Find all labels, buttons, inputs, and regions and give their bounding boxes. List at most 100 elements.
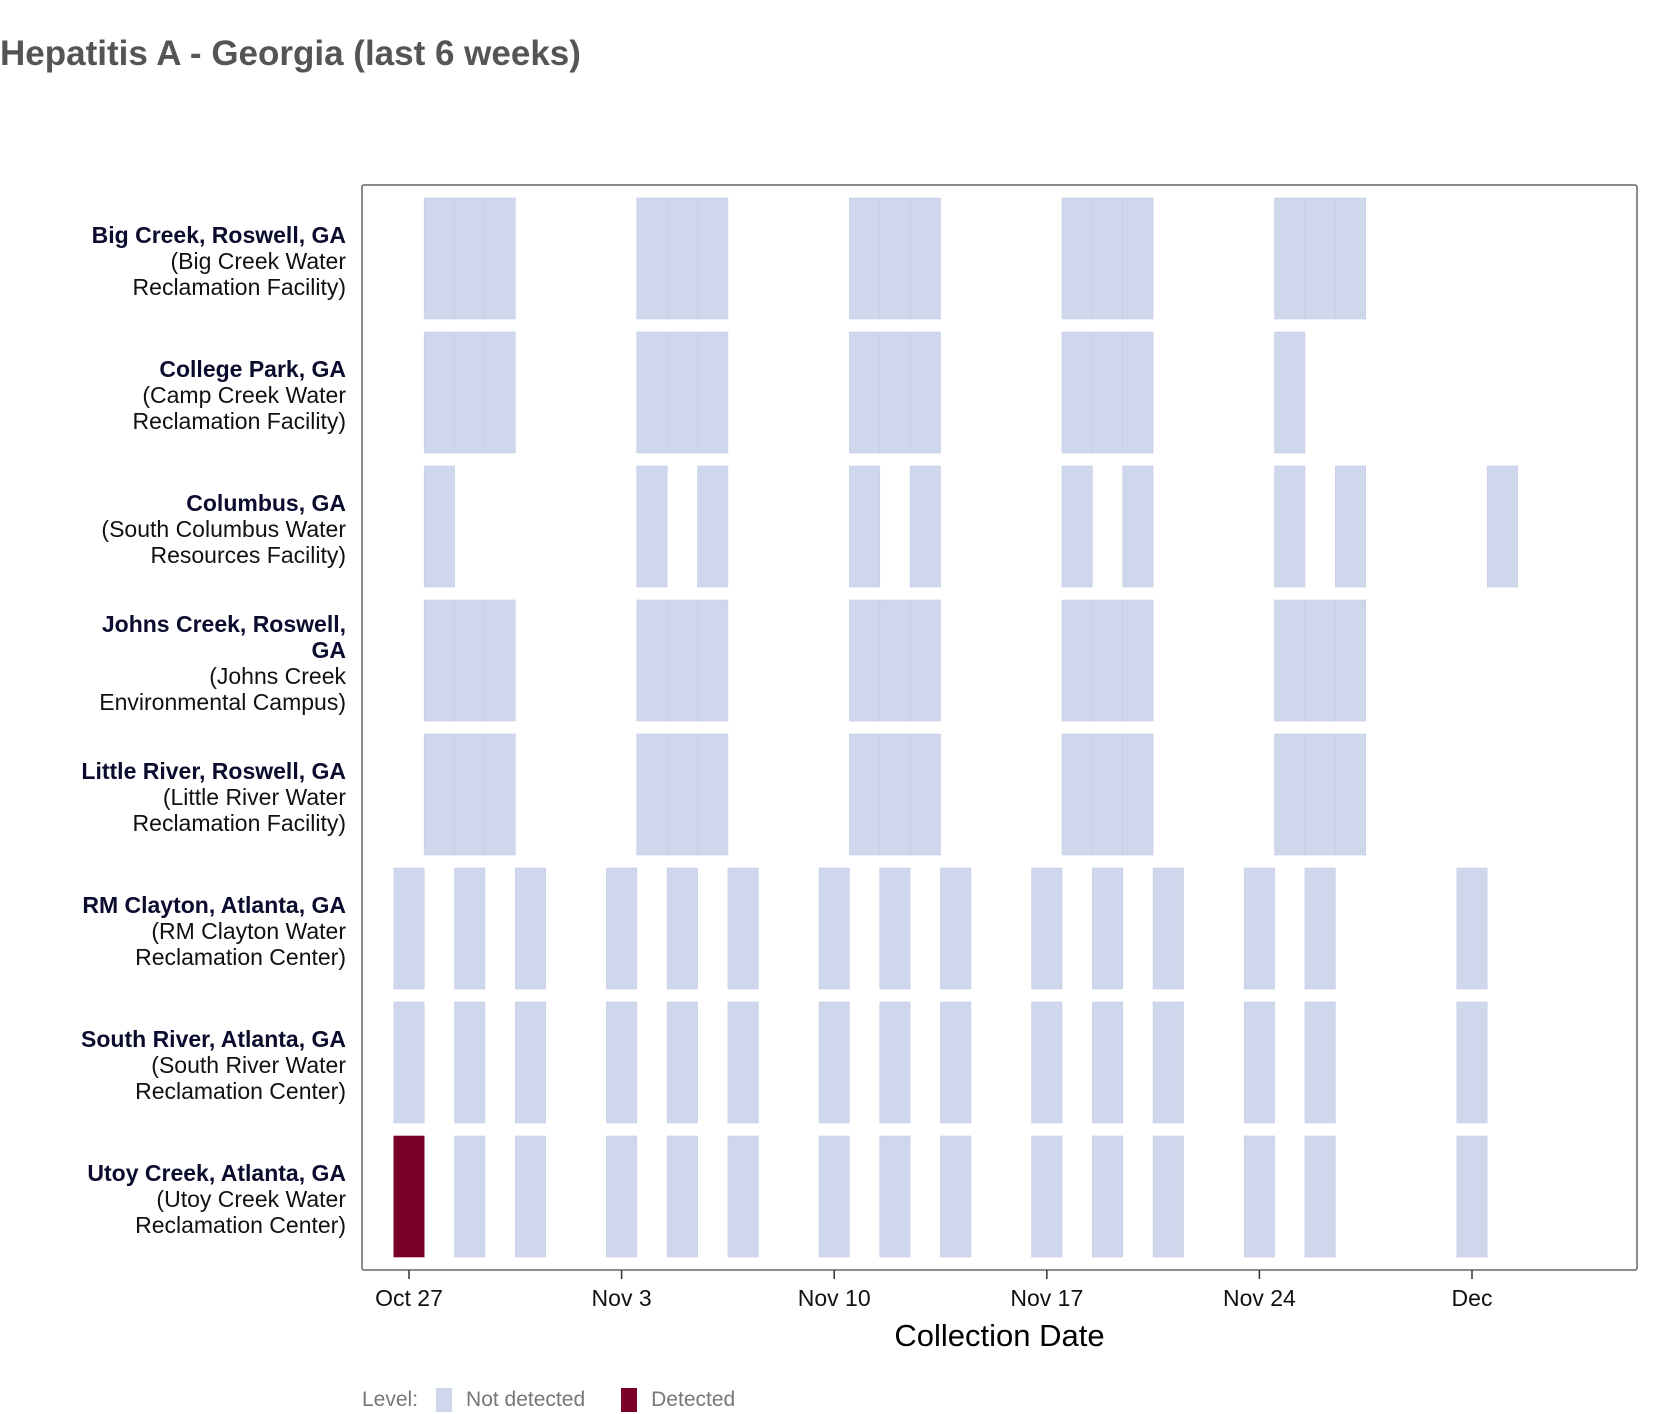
heatmap-tile-not-detected [484,331,516,454]
heatmap-tile-not-detected [697,331,729,454]
heatmap-tile-not-detected [727,1001,759,1124]
heatmap-tile-not-detected [1152,1001,1184,1124]
site-facility: (Big Creek Water [170,247,346,274]
site-facility: Environmental Campus) [99,688,346,715]
heatmap-tile-not-detected [1243,1135,1275,1258]
heatmap-tile-not-detected [727,867,759,990]
heatmap-tile-not-detected [514,1001,546,1124]
heatmap-tile-not-detected [1243,1001,1275,1124]
legend-swatch-detected [621,1388,638,1412]
y-axis-label: South River, Atlanta, GA (South River Wat… [46,1026,346,1104]
site-facility: (South Columbus Water [101,515,346,542]
heatmap-tile-not-detected [1092,1135,1124,1258]
heatmap-tile-not-detected [849,465,881,588]
legend-label-not-detected: Not detected [466,1388,586,1411]
heatmap-tile-not-detected [1243,867,1275,990]
heatmap-tile-not-detected [666,733,698,856]
site-name: College Park, GA [159,355,346,382]
heatmap-tile-not-detected [1304,867,1336,990]
heatmap-tile-not-detected [636,599,668,722]
y-axis-label: College Park, GA (Camp Creek Water Reclama… [46,356,346,434]
heatmap-tile-not-detected [514,1135,546,1258]
heatmap-tile-not-detected [1061,465,1093,588]
site-facility: Resources Facility) [150,541,346,568]
heatmap-tile-not-detected [879,733,911,856]
heatmap-tile-not-detected [879,599,911,722]
site-facility: (South River Water [151,1051,346,1078]
heatmap-tile-not-detected [636,733,668,856]
site-facility: Reclamation Facility) [132,407,346,434]
heatmap-tile-not-detected [1061,733,1093,856]
heatmap-tile-not-detected [454,1001,486,1124]
heatmap-tile-not-detected [727,1135,759,1258]
heatmap-tile-not-detected [1092,599,1124,722]
heatmap-tile-not-detected [940,1135,972,1258]
x-axis-tick-label: Dec [1452,1285,1493,1311]
heatmap-tile-not-detected [454,733,486,856]
heatmap-tile-not-detected [879,331,911,454]
heatmap-tile-not-detected [849,197,881,320]
heatmap-tile-not-detected [1304,599,1336,722]
heatmap-tile-not-detected [454,197,486,320]
heatmap-tile-not-detected [1092,197,1124,320]
heatmap-tile-not-detected [1274,733,1306,856]
heatmap-tile-not-detected [1122,465,1154,588]
site-facility: Reclamation Facility) [132,809,346,836]
heatmap-tile-not-detected [1092,867,1124,990]
heatmap-tile-not-detected [909,197,941,320]
heatmap-tile-detected [393,1135,425,1258]
heatmap-tile-not-detected [393,1001,425,1124]
heatmap-tile-not-detected [454,599,486,722]
heatmap-tile-not-detected [697,197,729,320]
heatmap-tile-not-detected [1335,733,1366,856]
heatmap-tile-not-detected [1335,197,1366,320]
heatmap-tile-not-detected [1031,1135,1063,1258]
heatmap-tile-not-detected [393,867,425,990]
heatmap-tile-not-detected [818,1135,850,1258]
heatmap-tile-not-detected [1061,197,1093,320]
x-axis-tick-label: Nov 24 [1223,1285,1296,1311]
site-name: Little River, Roswell, GA [81,757,346,784]
heatmap-tile-not-detected [454,331,486,454]
heatmap-tile-not-detected [1092,1001,1124,1124]
heatmap-tile-not-detected [940,867,972,990]
heatmap-tile-not-detected [1274,465,1306,588]
y-axis-label: RM Clayton, Atlanta, GA (RM Clayton Water… [46,892,346,970]
heatmap-tile-not-detected [484,197,516,320]
heatmap-tile-not-detected [697,465,729,588]
heatmap-tile-not-detected [909,331,941,454]
site-name: GA [311,636,347,663]
x-axis: Oct 27 Nov 3 Nov 10 Nov 17 Nov 24 Dec [375,1270,1492,1311]
heatmap-tile-not-detected [1122,197,1154,320]
y-axis-label: Little River, Roswell, GA (Little River W… [46,758,346,836]
plot-border [361,184,1638,1271]
x-axis-tick-label: Nov 3 [592,1285,652,1311]
site-facility: Reclamation Center) [135,1077,346,1104]
heatmap-tile-not-detected [909,599,941,722]
heatmap-tile-not-detected [1335,599,1366,722]
heatmap-tile-not-detected [1274,197,1306,320]
site-name: Johns Creek, Roswell, [101,610,346,637]
site-name: Big Creek, Roswell, GA [91,221,346,248]
heatmap-tile-not-detected [879,197,911,320]
y-axis-label: Big Creek, Roswell, GA (Big Creek Water Re… [46,222,346,300]
site-facility: (Camp Creek Water [142,381,346,408]
site-facility: (Utoy Creek Water [156,1185,346,1212]
legend-swatch-not-detected [436,1388,453,1412]
heatmap-tile-not-detected [666,197,698,320]
heatmap-tile-not-detected [1456,1001,1488,1124]
heatmap-tile-not-detected [1031,1001,1063,1124]
heatmap-tile-not-detected [1092,733,1124,856]
heatmap-tile-not-detected [606,867,638,990]
y-axis-label: Utoy Creek, Atlanta, GA (Utoy Creek Water… [46,1160,346,1238]
heatmap-tile-not-detected [879,867,911,990]
y-axis-label: Columbus, GA (South Columbus Water Resourc… [46,490,346,568]
heatmap-tile-not-detected [1335,465,1366,588]
heatmap-tile-not-detected [1304,1135,1336,1258]
legend-title: Level: [362,1388,419,1411]
x-axis-tick-label: Oct 27 [375,1285,443,1311]
heatmap-tile-not-detected [423,733,455,856]
heatmap-tile-not-detected [423,331,455,454]
heatmap-tile-not-detected [1061,331,1093,454]
site-name: South River, Atlanta, GA [81,1025,346,1052]
